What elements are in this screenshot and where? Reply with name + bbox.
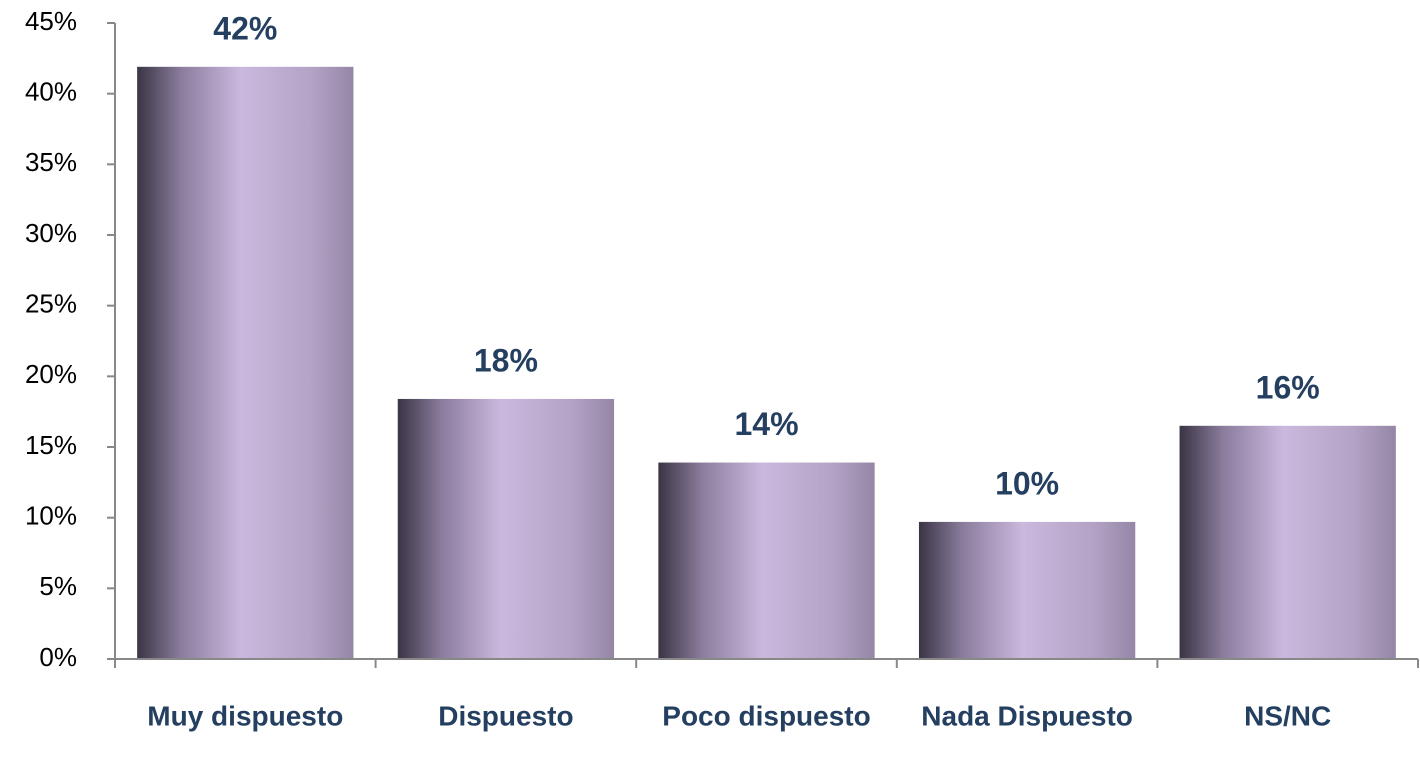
value-label: 16% <box>1256 369 1320 405</box>
bar <box>137 66 354 659</box>
y-tick-label: 5% <box>39 571 77 601</box>
value-label: 14% <box>734 406 798 442</box>
y-tick-label: 25% <box>25 289 77 319</box>
y-tick-label: 35% <box>25 147 77 177</box>
bar <box>397 398 615 659</box>
x-tick-label: Nada Dispuesto <box>921 700 1133 731</box>
x-tick-label: Muy dispuesto <box>147 700 343 731</box>
x-tick-label: NS/NC <box>1244 700 1331 731</box>
value-label: 42% <box>213 10 277 46</box>
bar <box>658 462 875 659</box>
y-tick-label: 0% <box>39 642 77 672</box>
value-label: 18% <box>474 342 538 378</box>
bar <box>918 521 1136 659</box>
y-tick-label: 45% <box>25 6 77 36</box>
y-tick-label: 10% <box>25 501 77 531</box>
value-label: 10% <box>995 465 1059 501</box>
y-tick-label: 15% <box>25 430 77 460</box>
y-tick-label: 30% <box>25 218 77 248</box>
x-tick-label: Poco dispuesto <box>662 700 870 731</box>
y-tick-label: 20% <box>25 359 77 389</box>
bar <box>1179 425 1396 659</box>
y-tick-label: 40% <box>25 77 77 107</box>
x-tick-label: Dispuesto <box>438 700 573 731</box>
